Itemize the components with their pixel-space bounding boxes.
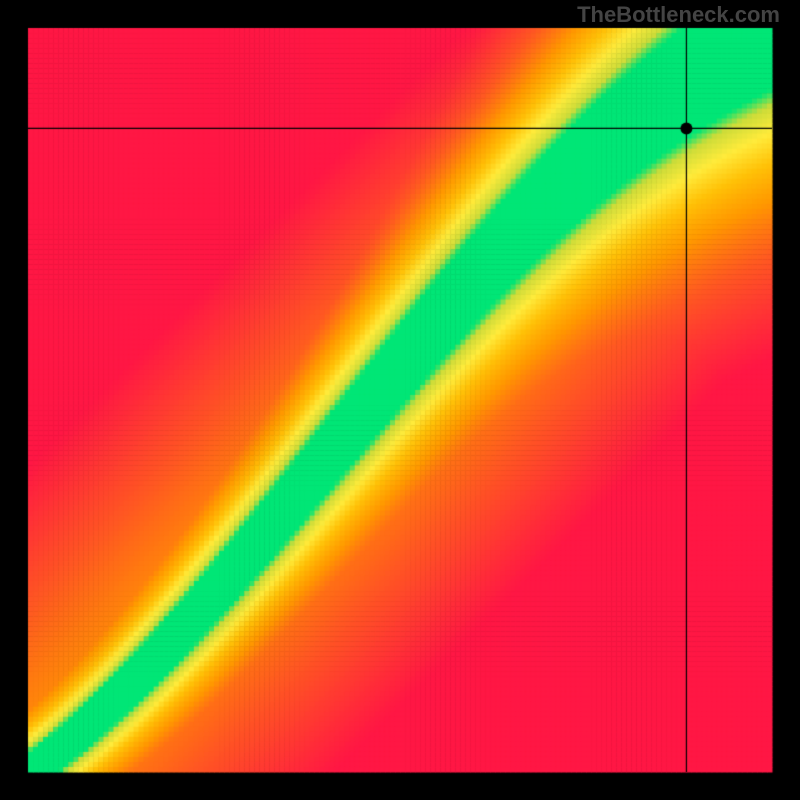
heatmap-canvas xyxy=(0,0,800,800)
watermark-text: TheBottleneck.com xyxy=(577,2,780,28)
chart-container: TheBottleneck.com xyxy=(0,0,800,800)
